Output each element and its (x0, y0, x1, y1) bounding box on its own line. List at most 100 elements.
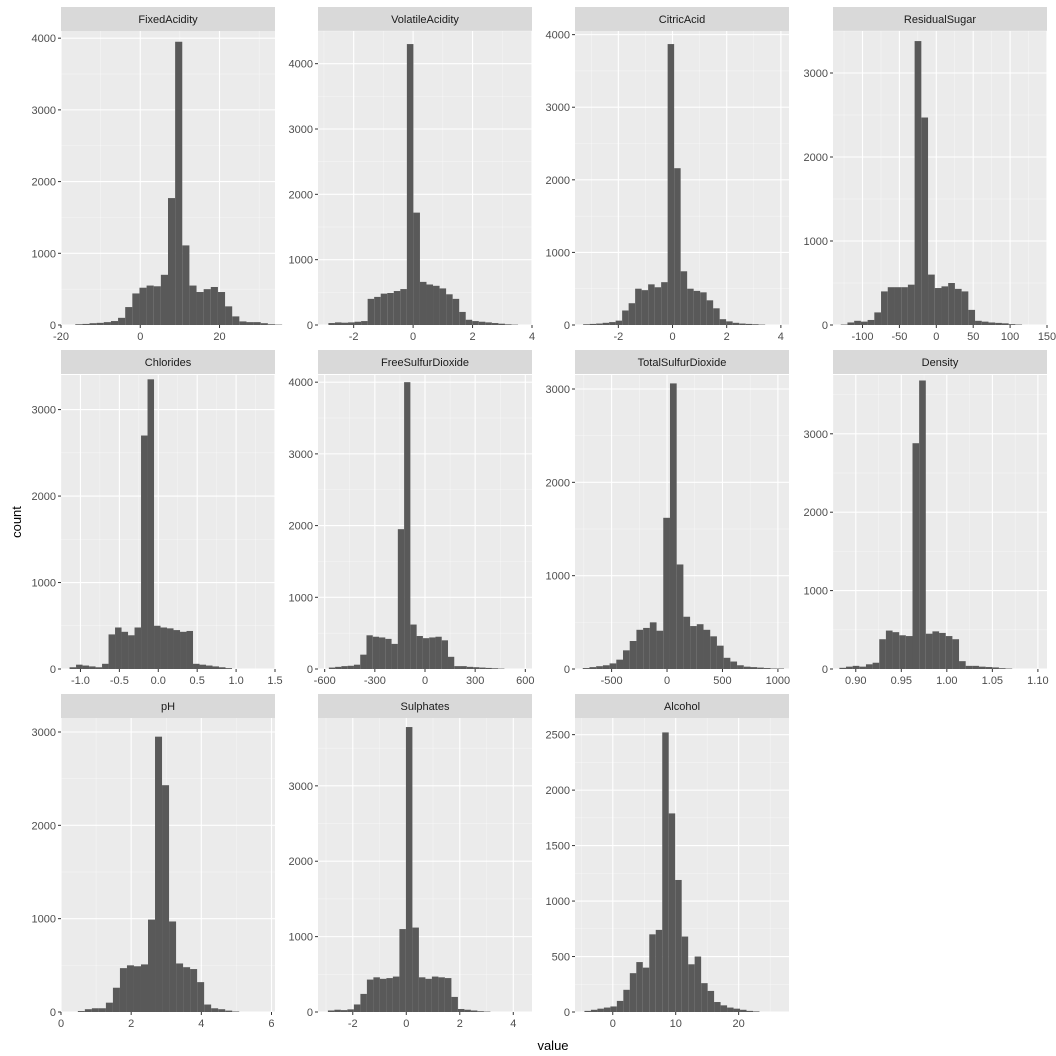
x-tick-label: 0.5 (190, 675, 205, 687)
histogram-bar (154, 625, 161, 669)
histogram-bar (847, 322, 855, 325)
y-tick-label: 1000 (289, 592, 313, 604)
histogram-bar (121, 631, 129, 669)
x-tick-label: 2 (457, 1018, 463, 1030)
histogram-bar (418, 977, 426, 1012)
histogram-bar (690, 626, 697, 669)
histogram-bar (425, 978, 432, 1012)
facet-strip-label: pH (161, 701, 175, 713)
histogram-bar (419, 281, 427, 325)
histogram-bar (992, 667, 999, 669)
histogram-bar (353, 664, 361, 669)
histogram-bar (988, 322, 996, 325)
x-tick-label: -300 (364, 675, 386, 687)
x-tick-label: 1.0 (228, 675, 243, 687)
histogram-bar (485, 322, 492, 325)
histogram-bar (452, 298, 460, 325)
x-tick-label: -100 (852, 331, 874, 343)
histogram-bar (341, 322, 349, 325)
x-tick-label: 2 (128, 1018, 134, 1030)
histogram-bar (887, 287, 895, 325)
histogram-bar (218, 1009, 226, 1012)
histogram-bar (597, 1008, 604, 1012)
y-tick-label: 4000 (32, 33, 56, 45)
histogram-bar (429, 637, 436, 669)
histogram-bar (668, 813, 676, 1012)
x-tick-label: 0 (410, 331, 416, 343)
x-tick-label: 1.00 (936, 675, 957, 687)
histogram-bar (959, 661, 966, 669)
x-tick-label: 0 (422, 675, 428, 687)
histogram-bar (379, 637, 386, 669)
histogram-bar (366, 635, 373, 669)
facet-strip (318, 350, 532, 374)
histogram-bar (422, 638, 430, 669)
x-tick-label: 0.0 (151, 675, 166, 687)
histogram-bar (720, 1005, 728, 1012)
histogram-bar (460, 666, 467, 669)
histogram-bar (635, 288, 642, 325)
histogram-bar (745, 323, 753, 325)
histogram-bar (426, 284, 434, 325)
histogram-bar (385, 638, 392, 669)
histogram-bar (133, 966, 141, 1012)
histogram-bar (444, 978, 452, 1012)
y-tick-label: 1000 (546, 896, 570, 908)
histogram-bar (852, 665, 860, 669)
panel-background (833, 375, 1047, 669)
histogram-bar (102, 663, 109, 669)
histogram-bar (662, 732, 669, 1012)
histogram-bar (713, 308, 720, 325)
histogram-bar (340, 1010, 348, 1012)
histogram-bar (464, 1009, 471, 1012)
facet-strip-label: TotalSulfurDioxide (638, 357, 727, 369)
facet-p-h: pH 0 1000 2000 3000 0 2 4 6 (32, 694, 275, 1030)
histogram-bar (366, 979, 374, 1012)
histogram-bar (175, 41, 183, 325)
histogram-bar (879, 639, 886, 669)
histogram-bar (491, 323, 499, 325)
facet-strip (833, 7, 1047, 31)
histogram-bar (700, 292, 707, 325)
x-tick-label: 0 (58, 1018, 64, 1030)
histogram-bar (643, 627, 650, 669)
histogram-bar (763, 668, 771, 669)
y-tick-label: 1000 (32, 914, 56, 926)
histogram-bar (961, 291, 969, 325)
y-tick-label: 3000 (804, 429, 828, 441)
facet-strip (318, 7, 532, 31)
histogram-bar (91, 1008, 99, 1012)
facet-strip (61, 7, 275, 31)
x-tick-label: 1.05 (982, 675, 1003, 687)
x-tick-label: 0 (933, 331, 939, 343)
x-tick-label: 2 (724, 331, 730, 343)
histogram-bar (675, 879, 682, 1012)
x-tick-label: -2 (349, 331, 359, 343)
histogram-bar (968, 309, 976, 325)
x-tick-label: -1.0 (71, 675, 90, 687)
facet-strip (575, 350, 789, 374)
histogram-bar (590, 1009, 598, 1012)
y-tick-label: 1000 (804, 236, 828, 248)
histogram-bar (701, 983, 708, 1012)
facet-strip-label: Sulphates (401, 701, 450, 713)
facet-density: Density 0 1000 2000 3000 0.90 0.95 1.00 1.05 1.10 (804, 350, 1049, 687)
x-tick-label: 100 (1001, 331, 1019, 343)
facet-strip-label: CitricAcid (659, 14, 705, 26)
histogram-bar (367, 298, 375, 325)
histogram-bar (193, 663, 200, 669)
y-tick-label: 0 (50, 664, 56, 676)
histogram-bar (186, 630, 194, 669)
histogram-bar (656, 630, 664, 669)
histogram-bar (328, 323, 335, 325)
histogram-bar (726, 321, 733, 325)
y-tick-label: 2000 (289, 521, 313, 533)
x-tick-label: 0.95 (891, 675, 912, 687)
histogram-bar (655, 929, 663, 1012)
histogram-bar (225, 668, 233, 669)
facet-sulphates: Sulphates 0 1000 2000 3000 -2 0 2 4 (289, 694, 532, 1030)
histogram-bar (69, 667, 77, 669)
x-tick-label: 0 (610, 1018, 616, 1030)
histogram-bar (386, 978, 393, 1012)
